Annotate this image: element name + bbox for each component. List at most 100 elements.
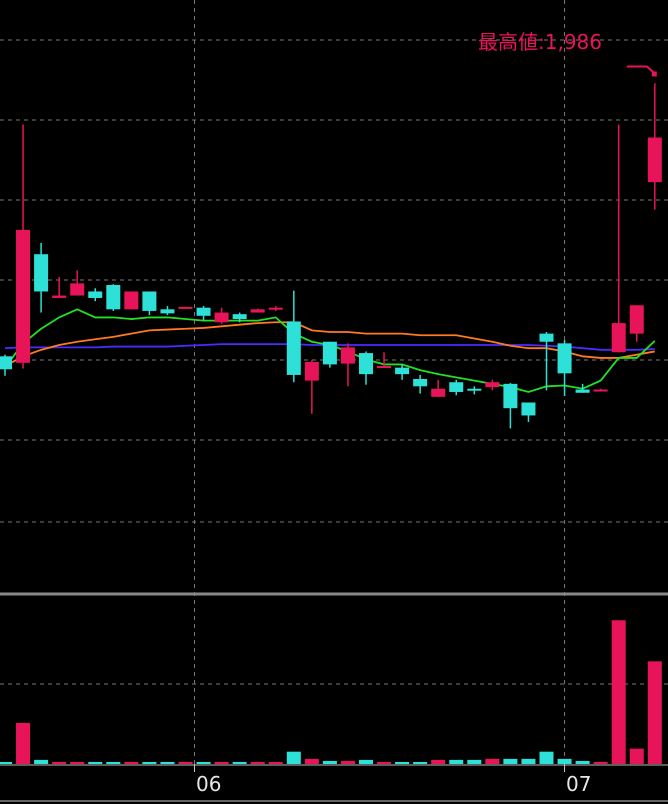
volume-bar — [142, 761, 157, 764]
candle-body — [160, 309, 175, 314]
volume-bar — [88, 761, 103, 764]
candlestick — [106, 284, 121, 311]
candle-body — [575, 389, 590, 393]
volume-bar — [647, 661, 662, 764]
volume-bar — [629, 748, 644, 764]
candle-body — [34, 254, 49, 292]
candle-body — [286, 321, 301, 375]
volume-bar — [413, 761, 428, 764]
volume-bar — [377, 761, 392, 764]
volume-bar — [124, 761, 139, 764]
candle-body — [377, 366, 392, 369]
candlestick — [340, 343, 355, 387]
max-price-label: 最高値:1,986 — [478, 30, 602, 54]
candlestick — [196, 306, 211, 321]
candlestick — [557, 340, 572, 397]
candlestick — [232, 312, 247, 323]
volume-bar — [593, 761, 608, 764]
candle-body — [142, 291, 157, 311]
candle-body — [503, 383, 518, 409]
candle-body — [431, 388, 446, 397]
candlestick — [431, 379, 446, 397]
candlestick — [467, 386, 482, 395]
candle-body — [322, 341, 337, 365]
candlestick — [34, 242, 49, 313]
candlestick — [503, 383, 518, 429]
volume-bar — [322, 760, 337, 764]
candle-body — [268, 307, 283, 310]
candlestick — [142, 291, 157, 315]
candlestick — [70, 270, 85, 296]
volume-bar — [70, 761, 85, 764]
volume-bar — [557, 758, 572, 764]
candlestick — [304, 360, 319, 414]
candle-body — [232, 314, 247, 320]
volume-bar — [611, 620, 626, 764]
candle-body — [250, 309, 265, 313]
max-leader-line — [626, 65, 656, 75]
candle-body — [467, 388, 482, 391]
candle-body — [593, 389, 608, 392]
candle-body — [88, 291, 103, 298]
candle-body — [214, 312, 229, 323]
volume-bar — [449, 759, 464, 764]
candlestick — [124, 291, 139, 310]
volume-bar — [52, 761, 67, 764]
volume-bars — [0, 620, 662, 764]
candle-body — [178, 306, 193, 309]
candle-body — [106, 285, 121, 310]
candle-body — [359, 353, 373, 375]
candle-body — [304, 361, 319, 381]
volume-bar — [503, 758, 518, 764]
volume-bar — [196, 761, 211, 764]
candle-body — [557, 343, 572, 374]
candle-body — [449, 382, 464, 392]
candlestick — [268, 306, 283, 311]
candlestick — [485, 379, 500, 391]
candle-body — [124, 291, 139, 310]
candlestick — [413, 374, 428, 394]
candle-body — [0, 356, 12, 370]
candle-body — [629, 305, 644, 334]
candle-body — [340, 347, 355, 364]
volume-bar — [232, 761, 247, 764]
candlestick — [629, 305, 644, 342]
volume-bar — [395, 761, 410, 764]
volume-bar — [286, 751, 301, 764]
volume-bar — [0, 761, 12, 764]
candlestick — [16, 124, 31, 369]
candlestick — [449, 379, 464, 396]
candlesticks — [0, 83, 662, 429]
candlestick — [250, 308, 265, 313]
candle-body — [196, 307, 211, 316]
volume-bar — [16, 722, 31, 764]
volume-bar — [178, 761, 193, 764]
volume-bar — [431, 759, 446, 764]
volume-bar — [106, 761, 121, 764]
x-tick-label-06: 06 — [196, 772, 222, 796]
candlestick — [286, 290, 301, 383]
volume-bar — [575, 760, 590, 764]
candlestick — [359, 351, 373, 385]
candlestick — [178, 306, 193, 309]
x-tick-label-07: 07 — [566, 772, 592, 796]
candle-body — [611, 323, 626, 353]
candlestick — [0, 354, 12, 376]
candlestick — [521, 402, 536, 422]
volume-bar — [521, 758, 536, 764]
max-marker — [626, 65, 657, 77]
candlestick — [575, 383, 590, 393]
candle-body — [70, 283, 85, 296]
volume-bar — [467, 759, 482, 764]
candlestick — [214, 307, 229, 324]
volume-bar — [539, 751, 554, 764]
volume-bar — [268, 761, 283, 764]
volume-bar — [250, 761, 265, 764]
candlestick — [593, 388, 608, 392]
candlestick — [395, 364, 410, 380]
candle-body — [647, 137, 662, 183]
volume-bar — [160, 761, 175, 764]
candle-body — [413, 379, 428, 387]
candlestick — [377, 352, 392, 369]
